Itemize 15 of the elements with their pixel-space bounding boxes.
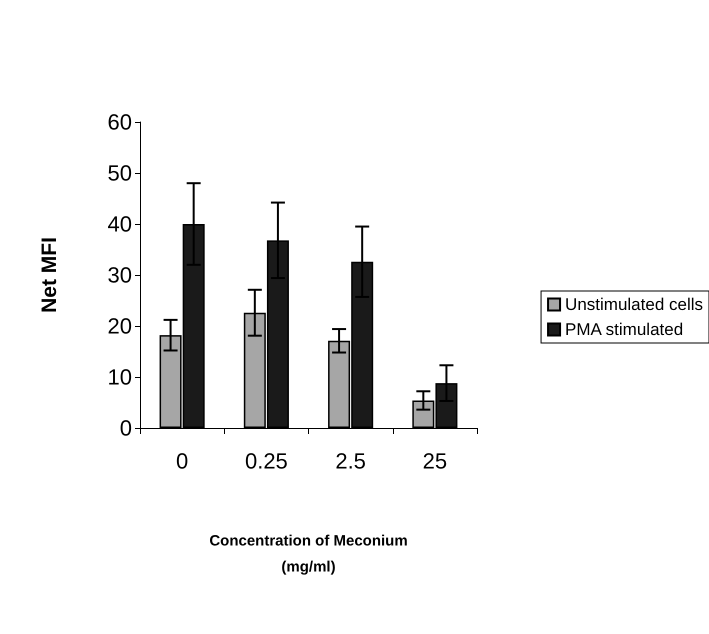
x-tick-label: 2.5: [335, 448, 366, 474]
legend-label: PMA stimulated: [565, 320, 684, 339]
x-tick-label: 25: [422, 448, 448, 474]
x-tick-label: 0.25: [244, 448, 288, 474]
y-axis-title: Net MFI: [38, 237, 61, 313]
x-axis-title: Concentration of Meconium (mg/ml): [209, 532, 408, 576]
y-tick-label: 10: [108, 364, 132, 390]
y-tick-label: 20: [108, 314, 132, 338]
y-tick-label: 50: [108, 160, 132, 186]
legend-label: Unstimulated cells: [565, 295, 704, 314]
y-tick-label: 60: [108, 110, 132, 134]
y-tick-label: 40: [108, 212, 132, 236]
y-tick-label: 30: [108, 262, 132, 288]
y-tick-label: 0: [120, 416, 132, 440]
x-tick-label: 0: [176, 448, 188, 474]
